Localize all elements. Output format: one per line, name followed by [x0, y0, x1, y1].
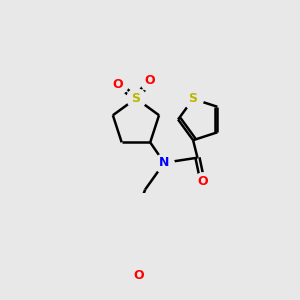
Text: O: O	[145, 74, 155, 87]
Text: N: N	[159, 156, 169, 169]
Text: O: O	[113, 78, 123, 91]
Text: O: O	[197, 176, 208, 188]
Text: O: O	[134, 269, 144, 282]
Text: S: S	[131, 92, 140, 105]
Text: S: S	[189, 92, 198, 105]
